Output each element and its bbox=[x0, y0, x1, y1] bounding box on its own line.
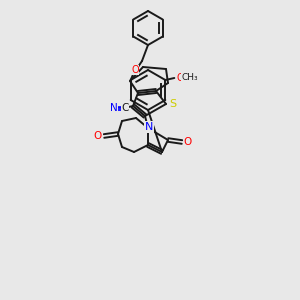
Text: CH₃: CH₃ bbox=[181, 74, 198, 82]
Text: O: O bbox=[94, 131, 102, 141]
Text: O: O bbox=[176, 73, 184, 83]
Text: O: O bbox=[131, 65, 139, 75]
Text: N: N bbox=[145, 122, 153, 132]
Text: C: C bbox=[121, 103, 129, 113]
Text: S: S bbox=[169, 99, 177, 109]
Text: O: O bbox=[184, 137, 192, 147]
Text: N: N bbox=[110, 103, 118, 113]
